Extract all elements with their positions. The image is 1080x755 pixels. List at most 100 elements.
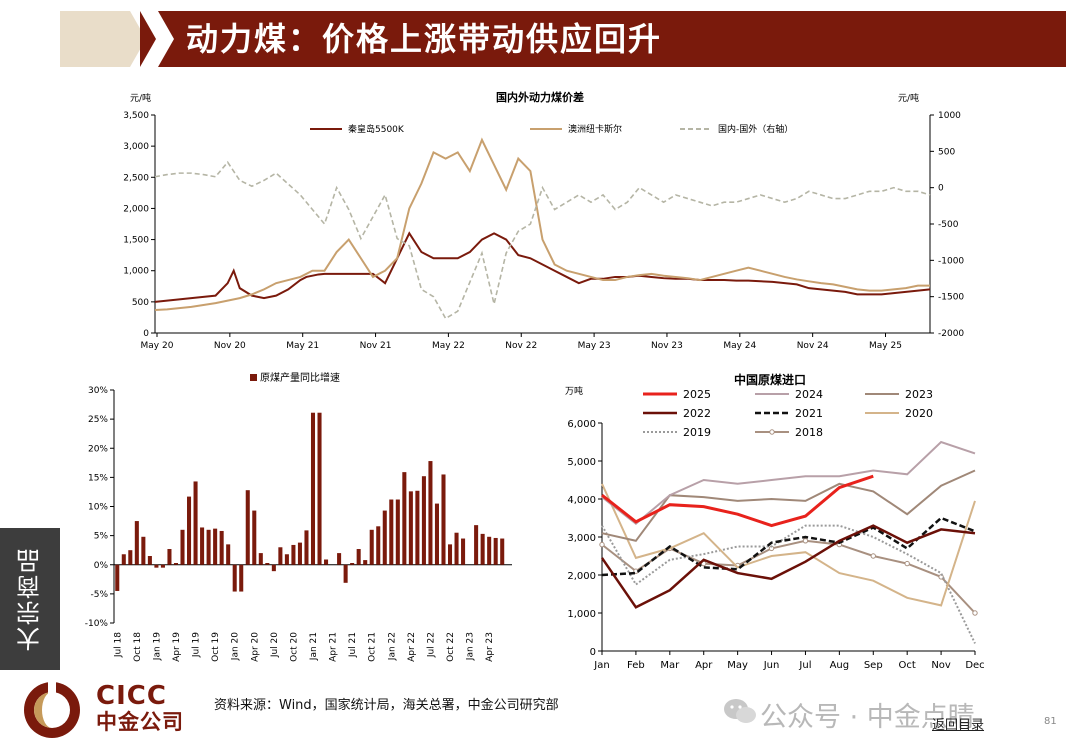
- y-tick-label-right: -1000: [938, 256, 964, 266]
- series-line-2024: [601, 440, 976, 525]
- y-tick-label: 1,000: [567, 609, 596, 620]
- bar: [128, 550, 133, 565]
- bar: [434, 503, 439, 565]
- series-line-0: [154, 231, 931, 303]
- bar: [480, 533, 485, 565]
- x-tick-label: Apr 21: [329, 632, 339, 662]
- x-tick-label: Nov 22: [505, 341, 537, 351]
- bar: [239, 564, 244, 592]
- bar: [337, 553, 342, 565]
- page-number: 81: [1044, 716, 1057, 727]
- coal-output-yoy-chart: 原煤产量同比增速 -10% -5% 0% 5% 10% 15% 20% 25% 30% Jul 18…: [85, 371, 512, 662]
- wechat-watermark: 公众号 · 中金点睛: [760, 702, 975, 733]
- x-tick-label: Jan 21: [309, 632, 319, 661]
- y-tick-label: 3,000: [567, 533, 596, 544]
- y-tick-label-left: 3,500: [123, 111, 149, 121]
- bar: [297, 542, 302, 565]
- bar: [428, 461, 433, 565]
- x-tick-label: Nov 21: [360, 341, 392, 351]
- series-line-2025: [601, 474, 874, 528]
- x-tick-label: Nov: [931, 660, 951, 671]
- wechat-icon: [724, 699, 756, 723]
- legend-label: 澳洲纽卡斯尔: [568, 123, 622, 135]
- x-tick-label: Jul 22: [426, 632, 436, 658]
- x-tick-label: May: [727, 660, 748, 671]
- bar: [219, 530, 224, 565]
- price-spread-chart: 国内外动力煤价差 元/吨 元/吨 0 500 1,000 1,500 2,000 2,500 3,…: [123, 90, 964, 351]
- bar: [317, 412, 322, 565]
- bar: [324, 559, 329, 565]
- bar: [226, 544, 231, 565]
- bar: [408, 491, 413, 565]
- bar: [500, 538, 505, 565]
- series-marker: [599, 541, 605, 548]
- legend-label: 原煤产量同比增速: [260, 371, 340, 384]
- back-to-toc-link[interactable]: 返回目录: [932, 718, 985, 733]
- legend-label: 2018: [795, 426, 823, 439]
- legend-label: 秦皇岛5500K: [348, 123, 405, 135]
- chart-title: 中国原煤进口: [734, 372, 806, 387]
- y-tick-label: 15%: [88, 473, 108, 483]
- cicc-logo-icon: [24, 680, 80, 738]
- side-tab-label: 大宗商品: [16, 547, 45, 651]
- x-tick-label: Jan 22: [387, 632, 397, 661]
- series-marker: [802, 538, 809, 544]
- x-tick-label: Apr: [695, 660, 713, 671]
- y-tick-label: 2,000: [567, 571, 596, 582]
- y-tick-label: 0: [590, 647, 596, 658]
- x-tick-label: Dec: [965, 660, 984, 671]
- series-marker: [870, 553, 876, 559]
- y-tick-label: 5%: [94, 532, 109, 542]
- y-tick-label: 6,000: [567, 419, 596, 430]
- bar: [447, 544, 453, 565]
- bar: [232, 564, 237, 592]
- page-title: 动力煤：价格上涨带动供应回升: [186, 20, 663, 58]
- x-tick-label: Oct 19: [211, 632, 221, 662]
- bar: [461, 538, 466, 565]
- y-tick-label-left: 2,500: [123, 173, 149, 183]
- x-tick-label: Sep: [864, 660, 883, 671]
- x-tick-label: Apr 19: [172, 632, 182, 662]
- bar: [213, 528, 218, 565]
- bar: [363, 560, 368, 565]
- series-line-2020: [601, 483, 976, 607]
- x-tick-label: Oct 18: [133, 632, 143, 662]
- y-tick-label-left: 500: [132, 298, 149, 308]
- y-tick-label: 4,000: [567, 495, 596, 506]
- y-tick-label-right: 1000: [938, 111, 961, 121]
- y-tick-label-right: 500: [938, 147, 955, 157]
- legend-label: 2019: [683, 426, 711, 439]
- bar: [415, 490, 420, 565]
- x-tick-label: Nov 20: [214, 341, 246, 351]
- bar: [376, 526, 381, 565]
- bar: [310, 412, 316, 565]
- chart-title: 国内外动力煤价差: [496, 90, 584, 104]
- legend-label: 2020: [905, 407, 933, 420]
- source-note: 资料来源：Wind，国家统计局，海关总署，中金公司研究部: [214, 698, 559, 713]
- series-marker: [904, 560, 910, 567]
- x-tick-label: Oct 22: [446, 632, 456, 662]
- legend-label: 2024: [795, 388, 823, 401]
- bar: [200, 527, 205, 565]
- x-tick-label: Jul 21: [348, 632, 358, 658]
- x-tick-label: Oct 20: [289, 632, 299, 662]
- y-axis-unit-left: 元/吨: [130, 92, 151, 104]
- series-line-1: [154, 137, 930, 311]
- bar: [382, 510, 387, 565]
- logo-text-cn: 中金公司: [96, 710, 184, 734]
- x-tick-label: Apr 22: [407, 632, 417, 662]
- bar: [278, 547, 283, 565]
- bar: [167, 549, 172, 565]
- bar: [187, 496, 192, 565]
- legend-marker: [769, 429, 775, 435]
- y-tick-label: 20%: [88, 444, 108, 454]
- y-tick-label: 25%: [88, 415, 108, 425]
- y-tick-label-left: 3,000: [123, 142, 149, 152]
- x-tick-label: Mar: [660, 660, 680, 671]
- x-tick-label: May 23: [578, 341, 611, 351]
- bar: [389, 499, 394, 565]
- x-tick-label: Jul: [798, 660, 811, 671]
- y-axis-unit-right: 元/吨: [898, 92, 919, 104]
- bar: [193, 481, 198, 565]
